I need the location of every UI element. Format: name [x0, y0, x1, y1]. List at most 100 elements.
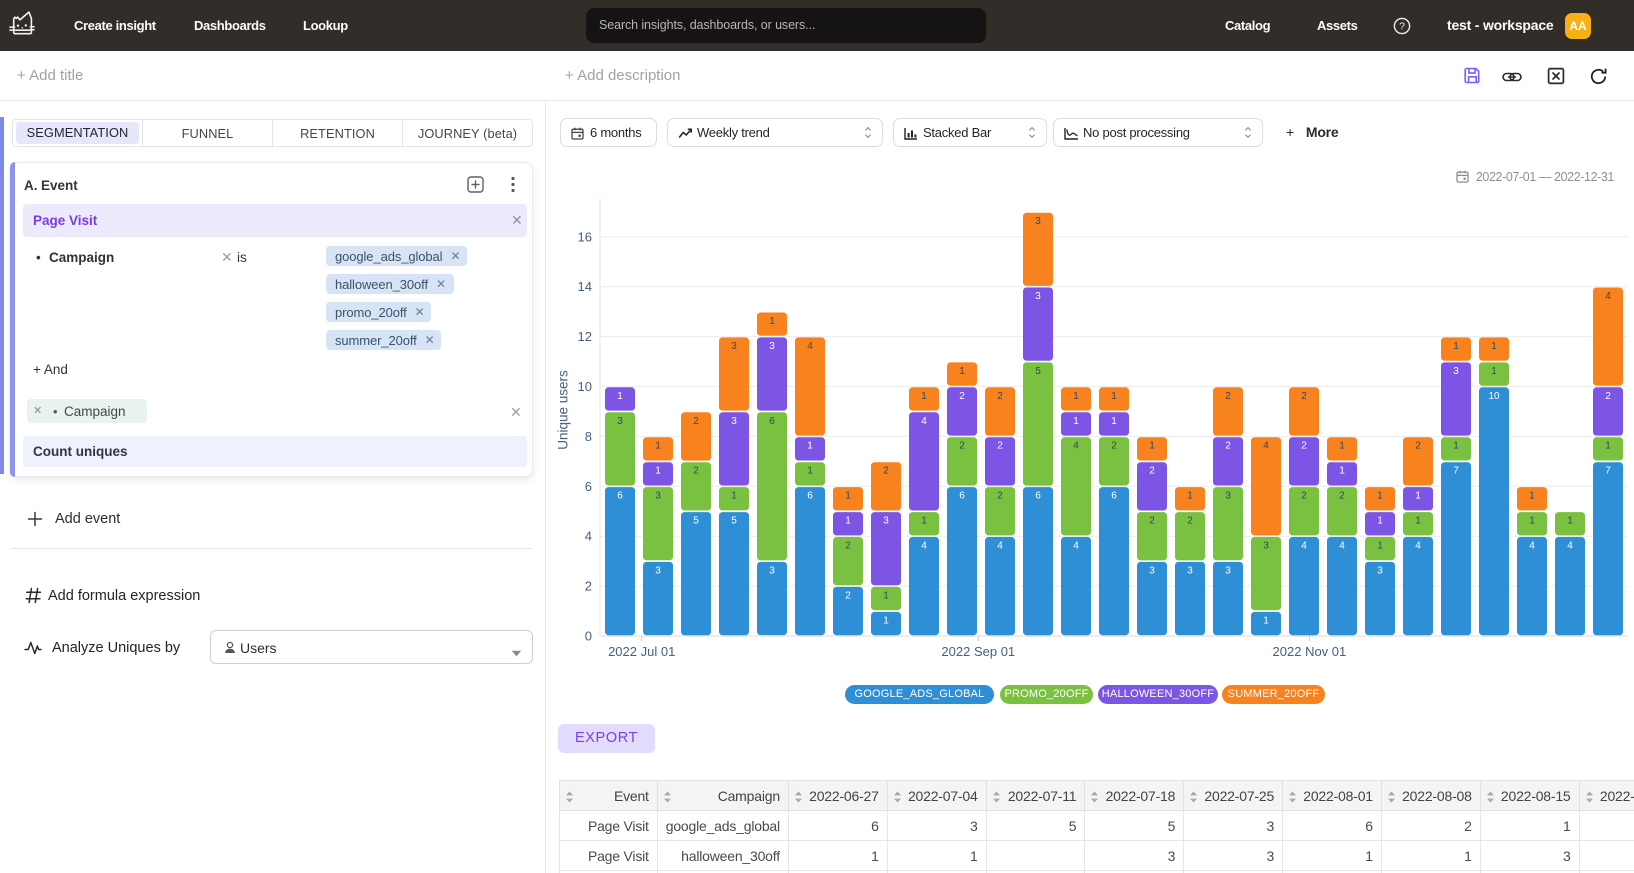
svg-text:5: 5 [731, 516, 737, 527]
svg-text:1: 1 [1377, 516, 1383, 527]
svg-text:4: 4 [997, 541, 1003, 552]
svg-text:1: 1 [1529, 491, 1535, 502]
svg-text:1: 1 [731, 491, 737, 502]
svg-text:3: 3 [1149, 565, 1155, 576]
svg-text:2: 2 [1605, 391, 1611, 402]
svg-text:5: 5 [693, 516, 699, 527]
svg-text:4: 4 [1567, 541, 1573, 552]
svg-text:2: 2 [1225, 391, 1231, 402]
svg-text:2: 2 [997, 391, 1003, 402]
svg-text:1: 1 [1339, 466, 1345, 477]
svg-text:3: 3 [1187, 565, 1193, 576]
svg-text:1: 1 [1339, 441, 1345, 452]
svg-text:4: 4 [1263, 441, 1269, 452]
svg-text:2: 2 [997, 491, 1003, 502]
svg-text:1: 1 [1111, 416, 1117, 427]
svg-text:1: 1 [1415, 491, 1421, 502]
svg-text:3: 3 [1225, 565, 1231, 576]
svg-text:10: 10 [578, 379, 592, 394]
svg-text:6: 6 [769, 416, 775, 427]
svg-text:Unique users: Unique users [556, 370, 571, 450]
svg-text:3: 3 [1035, 216, 1041, 227]
svg-text:3: 3 [731, 341, 737, 352]
svg-text:6: 6 [959, 491, 965, 502]
svg-text:2: 2 [1301, 441, 1307, 452]
svg-text:1: 1 [1529, 516, 1535, 527]
svg-text:1: 1 [1453, 341, 1459, 352]
svg-text:2022 Jul 01: 2022 Jul 01 [608, 644, 675, 659]
svg-text:1: 1 [1073, 391, 1079, 402]
svg-text:1: 1 [845, 491, 851, 502]
svg-text:3: 3 [655, 565, 661, 576]
svg-text:6: 6 [807, 491, 813, 502]
svg-text:1: 1 [1491, 366, 1497, 377]
svg-text:8: 8 [585, 429, 592, 444]
svg-text:2: 2 [693, 466, 699, 477]
svg-text:3: 3 [1377, 565, 1383, 576]
svg-text:?: ? [1399, 21, 1405, 33]
svg-text:1: 1 [1567, 516, 1573, 527]
svg-text:2022 Sep 01: 2022 Sep 01 [941, 644, 1015, 659]
svg-text:1: 1 [1415, 516, 1421, 527]
svg-text:3: 3 [769, 565, 775, 576]
svg-text:6: 6 [585, 479, 592, 494]
svg-text:4: 4 [807, 341, 813, 352]
svg-text:3: 3 [769, 341, 775, 352]
svg-text:1: 1 [1149, 441, 1155, 452]
svg-text:1: 1 [1187, 491, 1193, 502]
svg-text:2: 2 [845, 541, 851, 552]
svg-text:1: 1 [1491, 341, 1497, 352]
svg-text:2: 2 [1301, 491, 1307, 502]
svg-text:14: 14 [578, 279, 592, 294]
svg-text:4: 4 [1073, 441, 1079, 452]
svg-text:1: 1 [883, 590, 889, 601]
svg-text:2: 2 [1301, 391, 1307, 402]
svg-text:1: 1 [769, 316, 775, 327]
svg-text:2: 2 [959, 441, 965, 452]
svg-text:2: 2 [585, 579, 592, 594]
svg-text:7: 7 [1453, 466, 1459, 477]
svg-text:1: 1 [1263, 615, 1269, 626]
svg-text:1: 1 [1605, 441, 1611, 452]
svg-text:1: 1 [883, 615, 889, 626]
svg-text:16: 16 [578, 229, 592, 244]
svg-text:1: 1 [959, 366, 965, 377]
svg-text:2: 2 [1225, 441, 1231, 452]
svg-text:4: 4 [1605, 291, 1611, 302]
svg-text:3: 3 [1225, 491, 1231, 502]
svg-text:1: 1 [1111, 391, 1117, 402]
svg-text:3: 3 [731, 416, 737, 427]
svg-text:6: 6 [1035, 491, 1041, 502]
svg-text:2022 Nov 01: 2022 Nov 01 [1273, 644, 1347, 659]
svg-text:4: 4 [1301, 541, 1307, 552]
svg-text:0: 0 [585, 629, 592, 644]
svg-text:4: 4 [1529, 541, 1535, 552]
svg-text:1: 1 [921, 516, 927, 527]
svg-text:3: 3 [883, 516, 889, 527]
svg-text:5: 5 [1035, 366, 1041, 377]
svg-text:1: 1 [1377, 491, 1383, 502]
svg-text:3: 3 [617, 416, 623, 427]
svg-text:1: 1 [655, 441, 661, 452]
svg-text:2: 2 [1415, 441, 1421, 452]
svg-text:2: 2 [1339, 491, 1345, 502]
svg-text:3: 3 [1035, 291, 1041, 302]
svg-text:2: 2 [1149, 516, 1155, 527]
svg-text:12: 12 [578, 329, 592, 344]
svg-text:2: 2 [959, 391, 965, 402]
svg-text:2: 2 [693, 416, 699, 427]
svg-text:4: 4 [921, 541, 927, 552]
svg-text:1: 1 [845, 516, 851, 527]
svg-text:4: 4 [585, 529, 592, 544]
svg-text:4: 4 [921, 416, 927, 427]
svg-text:1: 1 [617, 391, 623, 402]
svg-text:1: 1 [807, 441, 813, 452]
svg-text:3: 3 [655, 491, 661, 502]
svg-text:2: 2 [1187, 516, 1193, 527]
svg-text:4: 4 [1339, 541, 1345, 552]
svg-text:4: 4 [1073, 541, 1079, 552]
svg-text:3: 3 [1263, 541, 1269, 552]
svg-text:3: 3 [1453, 366, 1459, 377]
svg-text:2: 2 [997, 441, 1003, 452]
svg-text:6: 6 [617, 491, 623, 502]
